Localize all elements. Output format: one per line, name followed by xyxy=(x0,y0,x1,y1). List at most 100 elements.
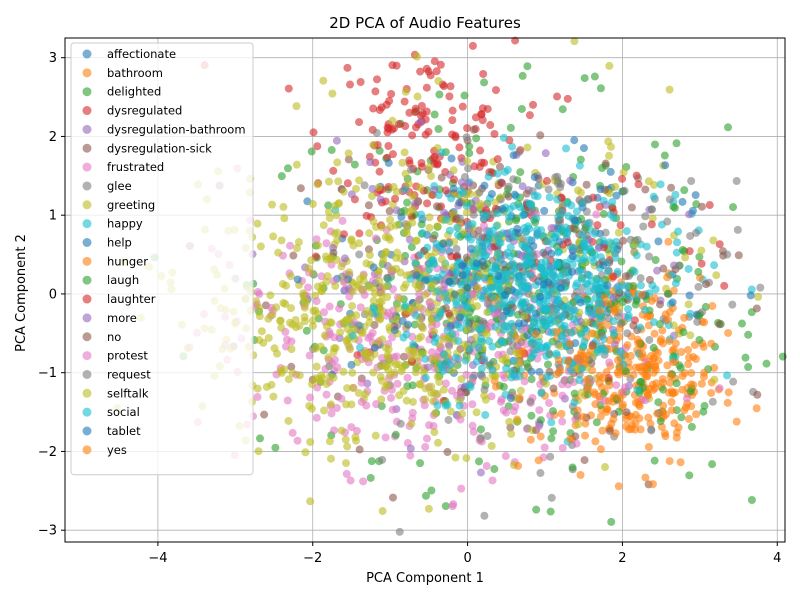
data-point-selftalk xyxy=(339,367,348,376)
legend-marker-delighted xyxy=(82,87,92,97)
data-point-dysregulation-sick xyxy=(364,201,373,210)
data-point-social xyxy=(467,235,476,244)
data-point-more xyxy=(332,136,341,145)
data-point-selftalk xyxy=(365,312,374,321)
data-point-laugh xyxy=(656,417,665,426)
data-point-social xyxy=(557,313,566,322)
data-point-hunger xyxy=(596,412,605,421)
data-point-request xyxy=(554,179,563,188)
data-point-frustrated xyxy=(304,283,313,292)
data-point-happy xyxy=(596,253,605,262)
data-point-social xyxy=(710,261,719,270)
data-point-selftalk xyxy=(383,350,392,359)
data-point-glee xyxy=(708,397,717,406)
data-point-tablet xyxy=(403,320,412,329)
data-point-selftalk xyxy=(326,318,335,327)
data-point-greeting xyxy=(374,183,383,192)
data-point-social xyxy=(493,169,502,178)
data-point-social xyxy=(584,287,593,296)
data-point-tablet xyxy=(506,394,515,403)
data-point-dysregulated xyxy=(439,82,448,91)
data-point-no xyxy=(605,426,614,435)
data-point-social xyxy=(508,296,517,305)
legend-marker-frustrated xyxy=(82,162,92,172)
data-point-social xyxy=(416,250,425,259)
data-point-greeting xyxy=(541,379,550,388)
data-point-laugh xyxy=(476,425,485,434)
data-point-yes xyxy=(638,349,647,358)
data-point-selftalk xyxy=(501,357,510,366)
data-point-greeting xyxy=(462,454,471,463)
data-point-social xyxy=(499,229,508,238)
data-point-social xyxy=(432,240,441,249)
data-point-laughter xyxy=(486,121,495,130)
data-point-selftalk xyxy=(395,294,404,303)
y-tick-label: −2 xyxy=(38,445,57,460)
data-point-social xyxy=(505,213,514,222)
data-point-yes xyxy=(609,415,618,424)
data-point-no xyxy=(752,304,761,313)
data-point-social xyxy=(348,331,357,340)
data-point-no xyxy=(443,448,452,457)
data-point-protest xyxy=(340,278,349,287)
data-point-social xyxy=(530,191,539,200)
data-point-selftalk xyxy=(428,354,437,363)
data-point-yes xyxy=(634,339,643,348)
data-point-request xyxy=(383,273,392,282)
data-point-happy xyxy=(508,142,517,151)
data-point-greeting xyxy=(292,102,301,111)
legend-label-selftalk: selftalk xyxy=(107,386,149,400)
data-point-dysregulated xyxy=(423,199,432,208)
data-point-social xyxy=(484,172,493,181)
data-point-selftalk xyxy=(370,350,379,359)
data-point-selftalk xyxy=(337,262,346,271)
data-point-request xyxy=(645,252,654,261)
data-point-laughter xyxy=(563,238,572,247)
data-point-glee xyxy=(647,425,656,434)
data-point-social xyxy=(472,357,481,366)
data-point-greeting xyxy=(487,441,496,450)
data-point-selftalk xyxy=(257,327,266,336)
data-point-tablet xyxy=(555,237,564,246)
data-point-selftalk xyxy=(254,447,263,456)
data-point-yes xyxy=(615,394,624,403)
legend-marker-dysregulated xyxy=(82,106,92,116)
data-point-selftalk xyxy=(295,371,304,380)
data-point-protest xyxy=(312,413,321,422)
data-point-dysregulated xyxy=(421,130,430,139)
data-point-no xyxy=(629,321,638,330)
data-point-help xyxy=(612,191,621,200)
data-point-selftalk xyxy=(369,368,378,377)
data-point-selftalk xyxy=(481,376,490,385)
data-point-selftalk xyxy=(330,344,339,353)
data-point-dysregulation-sick xyxy=(541,250,550,259)
data-point-no xyxy=(260,410,269,419)
data-point-social xyxy=(441,401,450,410)
data-point-no xyxy=(702,280,711,289)
data-point-tablet xyxy=(536,292,545,301)
data-point-no xyxy=(734,251,743,260)
data-point-no xyxy=(389,493,398,502)
data-point-selftalk xyxy=(401,87,410,96)
data-point-frustrated xyxy=(286,241,295,250)
data-point-dysregulated xyxy=(389,150,398,159)
data-point-yes xyxy=(584,382,593,391)
data-point-tablet xyxy=(568,252,577,261)
data-point-social xyxy=(686,309,695,318)
data-point-tablet xyxy=(439,239,448,248)
chart-title: 2D PCA of Audio Features xyxy=(329,14,521,32)
data-point-yes xyxy=(605,381,614,390)
data-point-selftalk xyxy=(327,400,336,409)
data-point-tablet xyxy=(668,298,677,307)
data-point-frustrated xyxy=(420,401,429,410)
data-point-social xyxy=(569,244,578,253)
data-point-social xyxy=(443,357,452,366)
data-point-selftalk xyxy=(381,343,390,352)
data-point-dysregulation-bathroom xyxy=(368,184,377,193)
data-point-laughter xyxy=(609,272,618,281)
data-point-laughter xyxy=(543,176,552,185)
data-point-more xyxy=(609,293,618,302)
data-point-tablet xyxy=(421,276,430,285)
data-point-dysregulation-sick xyxy=(344,155,353,164)
data-point-greeting xyxy=(516,386,525,395)
